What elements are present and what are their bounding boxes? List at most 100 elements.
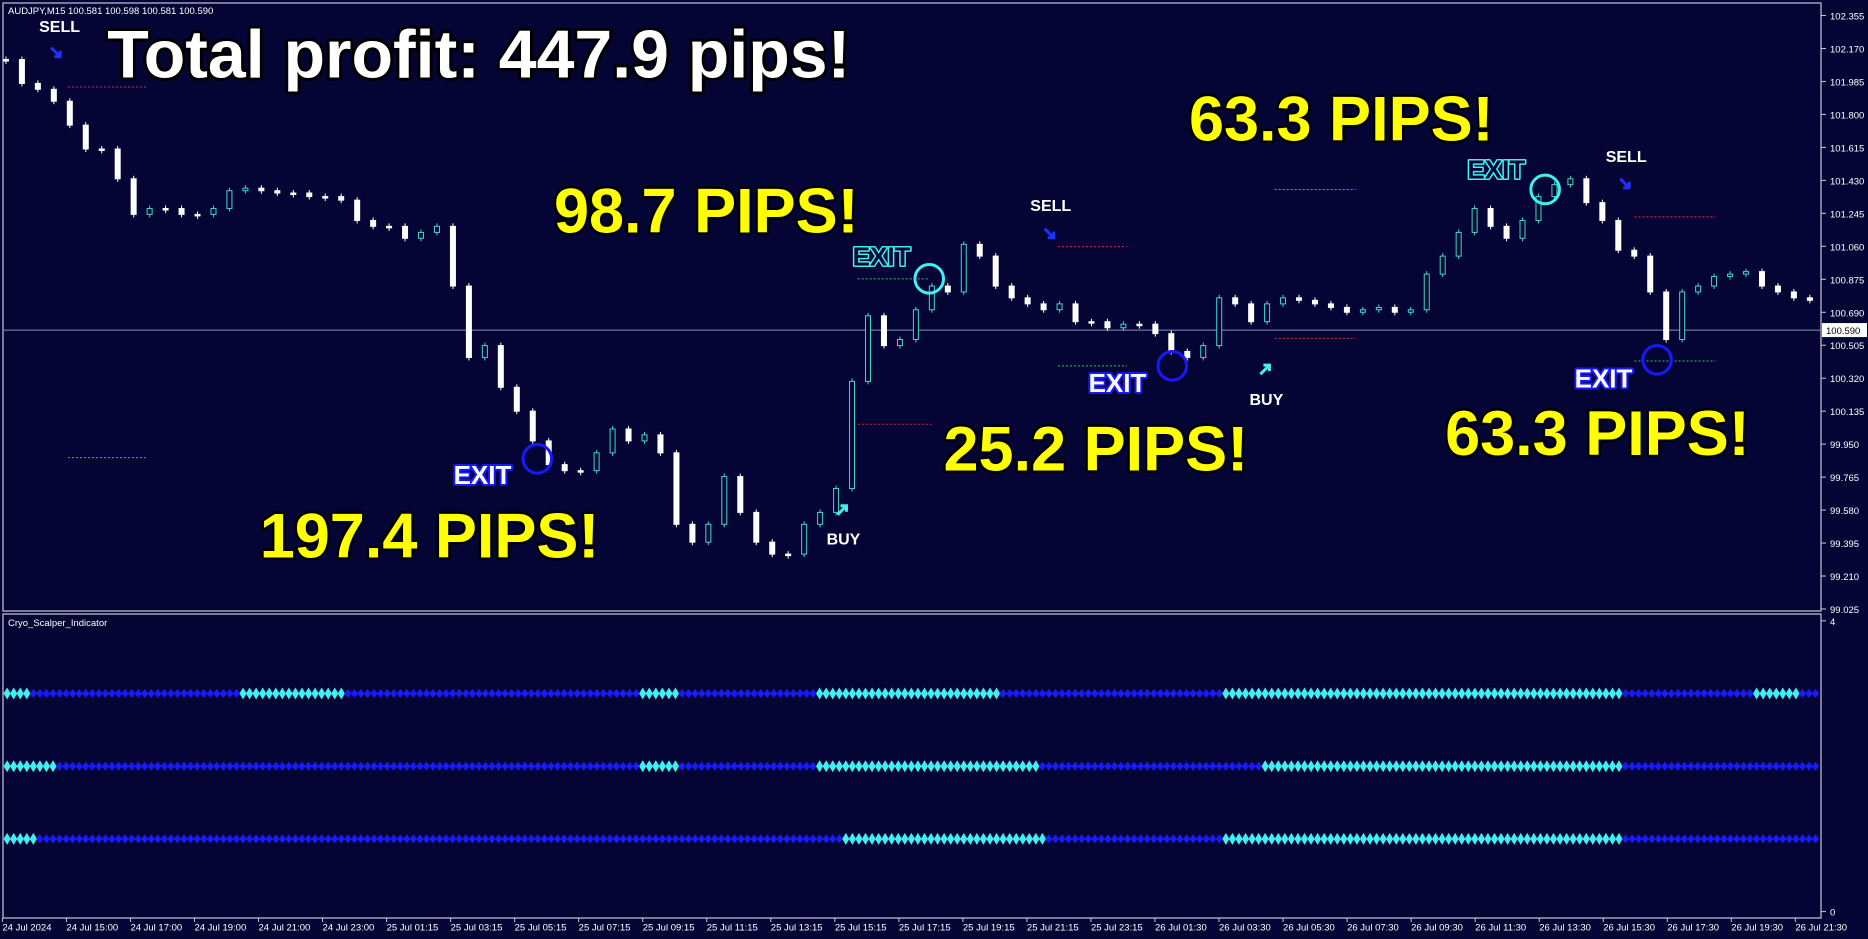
candle [960, 243, 967, 293]
indicator-dot [1707, 761, 1715, 771]
indicator-dot [1497, 760, 1505, 773]
indicator-dot [1661, 761, 1669, 771]
indicator-dot [1281, 832, 1289, 845]
indicator-dot [1294, 760, 1302, 773]
indicator-dot [278, 834, 286, 844]
indicator-dot [1504, 832, 1512, 845]
indicator-dot [1412, 760, 1420, 773]
candle [609, 428, 616, 454]
indicator-dot [855, 832, 863, 845]
indicator-dot [1274, 832, 1282, 845]
indicator-dot [940, 687, 948, 700]
indicator-dot [1700, 834, 1708, 844]
indicator-dot [331, 834, 339, 844]
indicator-dot [829, 687, 837, 700]
indicator-dot [704, 834, 712, 844]
indicator-dot [1700, 689, 1708, 699]
indicator-dot [16, 687, 24, 700]
indicator-dot [167, 761, 175, 771]
candle [785, 553, 792, 557]
indicator-dot [1372, 687, 1381, 700]
x-tick-label: 25 Jul 05:15 [515, 923, 567, 934]
indicator-dot [1811, 834, 1820, 844]
indicator-dot [1294, 832, 1302, 845]
indicator-dot [698, 689, 706, 699]
indicator-dot [36, 689, 44, 699]
indicator-dot [1739, 834, 1748, 844]
exit-label: EXIT [853, 242, 911, 272]
indicator-dot [1477, 687, 1486, 700]
candle [1120, 323, 1127, 329]
indicator-dot [10, 687, 18, 700]
indicator-dot [1379, 832, 1387, 845]
indicator-dot [1294, 687, 1302, 700]
indicator-dot [927, 832, 935, 845]
indicator-dot [796, 834, 804, 844]
indicator-dot [1255, 832, 1263, 845]
indicator-dot [1471, 687, 1479, 700]
candle [1407, 309, 1414, 313]
indicator-dot [1123, 761, 1132, 771]
indicator-dot [1065, 761, 1073, 771]
indicator-dot [344, 761, 352, 771]
candle [657, 434, 664, 454]
y-tick-label: 101.430 [1830, 176, 1864, 187]
indicator-dot [62, 834, 70, 844]
indicator-dot [973, 687, 981, 700]
exit-circle [1641, 344, 1673, 376]
indicator-dot [1104, 689, 1112, 699]
indicator-dot [488, 834, 496, 844]
x-tick-label: 24 Jul 15:00 [66, 923, 118, 934]
indicator-dot [449, 834, 457, 844]
indicator-dot [160, 761, 169, 771]
indicator-dot [147, 761, 155, 771]
indicator-dot [1255, 761, 1263, 771]
indicator-dot [1687, 834, 1695, 844]
indicator-dot [606, 761, 614, 771]
indicator-dot [1065, 689, 1073, 699]
indicator-dot [1392, 760, 1400, 773]
indicator-dot [298, 761, 306, 771]
indicator-dot [789, 761, 798, 771]
indicator-dot [468, 834, 476, 844]
indicator-dot [868, 760, 876, 773]
profit-annotation: 63.3 PIPS! [1445, 399, 1750, 469]
indicator-dot [527, 689, 535, 699]
indicator-dot [1418, 832, 1427, 845]
indicator-dot [42, 760, 51, 773]
indicator-dot [1274, 687, 1282, 700]
exit-circle [521, 442, 554, 475]
candle [1695, 285, 1702, 293]
indicator-dot [239, 834, 247, 844]
indicator-dot [1517, 832, 1525, 845]
indicator-dot [626, 834, 634, 844]
indicator-dot [232, 834, 241, 844]
indicator-dot [776, 761, 784, 771]
indicator-dot [816, 760, 824, 773]
indicator-dot [49, 760, 57, 773]
indicator-dot [141, 834, 149, 844]
indicator-dot [757, 689, 765, 699]
indicator-dot [737, 761, 745, 771]
indicator-dot [881, 832, 889, 845]
indicator-dot [553, 834, 562, 844]
indicator-dot [108, 834, 116, 844]
candle [865, 315, 872, 382]
indicator-dot [796, 689, 804, 699]
indicator-dot [1694, 761, 1702, 771]
y-tick-label: 101.800 [1830, 110, 1864, 121]
indicator-dot [121, 761, 129, 771]
indicator-dot [213, 689, 221, 699]
candle [513, 386, 520, 412]
indicator-dot [1779, 834, 1787, 844]
indicator-dot [927, 760, 935, 773]
indicator-dot [1464, 760, 1472, 773]
candle [1631, 249, 1638, 257]
indicator-dot [403, 761, 411, 771]
indicator-dot [540, 689, 549, 699]
indicator-dot [619, 761, 627, 771]
indicator-dot [101, 689, 110, 699]
indicator-dot [868, 687, 876, 700]
candle [449, 225, 456, 287]
indicator-dot [1182, 689, 1191, 699]
